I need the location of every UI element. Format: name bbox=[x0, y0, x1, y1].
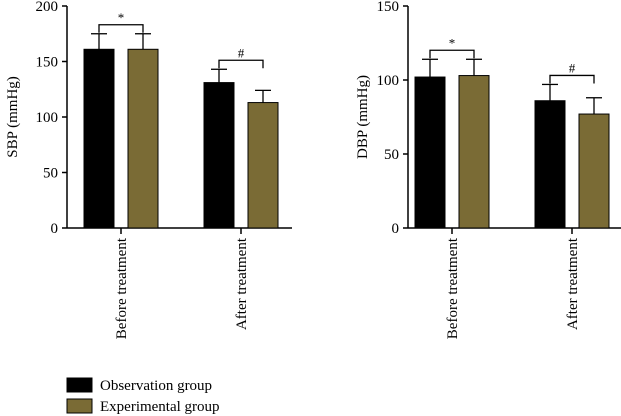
significance-bracket bbox=[98, 24, 144, 33]
legend: Observation group Experimental group bbox=[66, 377, 220, 415]
x-tick-label: Before treatment bbox=[114, 237, 130, 339]
sbp-chart: 0 50 100 150 200 SBP (mmHg) * Before treatment #… bbox=[5, 0, 292, 339]
significance-bracket bbox=[218, 59, 264, 69]
y-tick-label: 0 bbox=[51, 221, 59, 237]
x-tick-label: Before treatment bbox=[445, 237, 461, 339]
x-tick-label: After treatment bbox=[565, 237, 581, 330]
bar bbox=[203, 82, 235, 229]
significance-mark: * bbox=[118, 10, 125, 25]
bar bbox=[578, 113, 610, 229]
significance-mark: # bbox=[569, 60, 576, 75]
y-axis-label: DBP (mmHg) bbox=[355, 75, 371, 159]
y-axis-label: SBP (mmHg) bbox=[5, 76, 21, 158]
legend-swatch-observation bbox=[66, 377, 93, 393]
bar bbox=[458, 75, 490, 229]
y-tick-label: 150 bbox=[377, 0, 400, 15]
y-tick-label: 50 bbox=[384, 147, 399, 163]
significance-mark: * bbox=[449, 35, 456, 50]
y-tick-label: 50 bbox=[43, 166, 58, 182]
significance-bracket bbox=[429, 49, 475, 59]
x-tick-label: After treatment bbox=[234, 237, 250, 330]
dbp-chart: 0 50 100 150 DBP (mmHg) * Before treatment # Aft… bbox=[355, 0, 621, 339]
y-tick-label: 100 bbox=[36, 110, 59, 126]
legend-swatch-experimental bbox=[66, 398, 93, 414]
bar bbox=[247, 102, 279, 229]
significance-mark: # bbox=[238, 45, 245, 60]
legend-label-experimental: Experimental group bbox=[100, 399, 220, 415]
y-tick-label: 0 bbox=[392, 221, 400, 237]
y-tick-label: 100 bbox=[377, 73, 400, 89]
y-tick-label: 200 bbox=[36, 0, 59, 15]
y-tick-label: 150 bbox=[36, 55, 59, 71]
bar bbox=[127, 48, 159, 229]
significance-bracket bbox=[549, 74, 595, 84]
bar bbox=[83, 48, 115, 229]
bar bbox=[534, 100, 566, 229]
legend-label-observation: Observation group bbox=[100, 378, 212, 394]
bar bbox=[414, 76, 446, 229]
